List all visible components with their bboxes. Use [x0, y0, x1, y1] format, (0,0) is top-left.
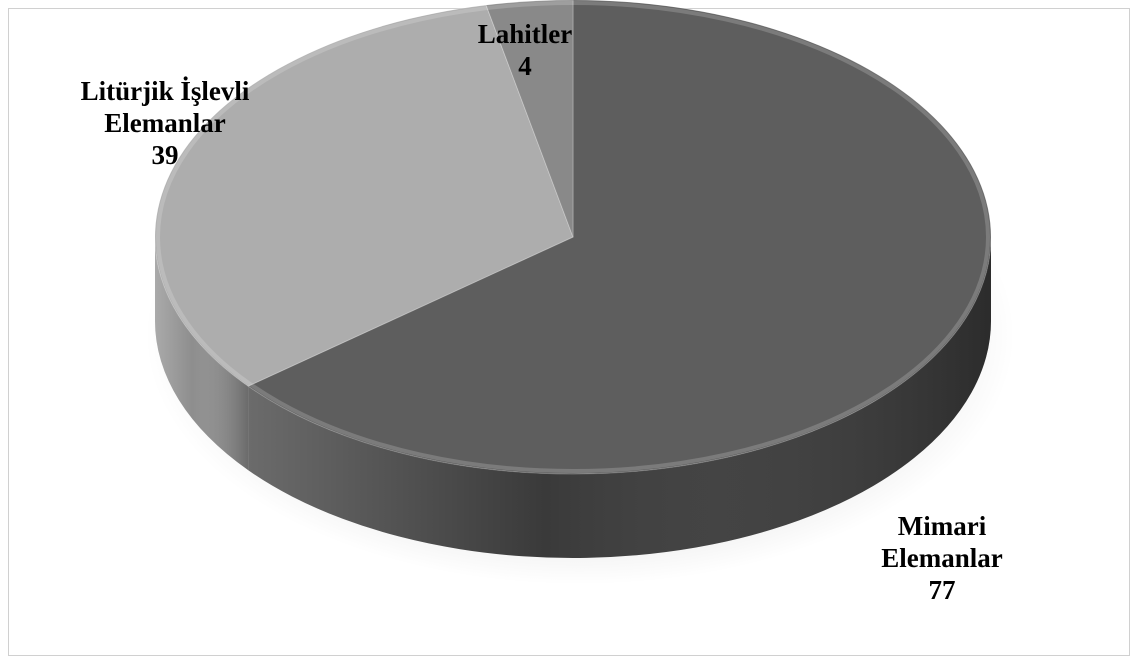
- slice-value: 77: [928, 575, 956, 605]
- slice-value: 4: [518, 51, 532, 81]
- pie-top-rim: [156, 1, 990, 473]
- slice-label-lahitler: Lahitler 4: [450, 18, 600, 82]
- slice-label-liturjik: Litürjik İşlevli Elemanlar 39: [30, 75, 300, 171]
- slice-label-line: Lahitler: [477, 19, 573, 49]
- slice-label-line: Mimari: [897, 511, 987, 541]
- slice-label-line: Elemanlar: [881, 543, 1003, 573]
- pie-slice-lit-rjik-i-levli: [154, 4, 574, 387]
- pie-side-shade: [248, 237, 992, 558]
- slice-label-line: Elemanlar: [104, 108, 226, 138]
- slice-label-mimari: Mimari Elemanlar 77: [822, 510, 1062, 606]
- pie-slice-mimari: [247, 0, 992, 475]
- pie-slice-lahitler: [485, 0, 574, 238]
- slice-label-line: Litürjik İşlevli: [80, 76, 250, 106]
- slice-value: 39: [151, 140, 179, 170]
- pie-side-shade: [155, 237, 249, 471]
